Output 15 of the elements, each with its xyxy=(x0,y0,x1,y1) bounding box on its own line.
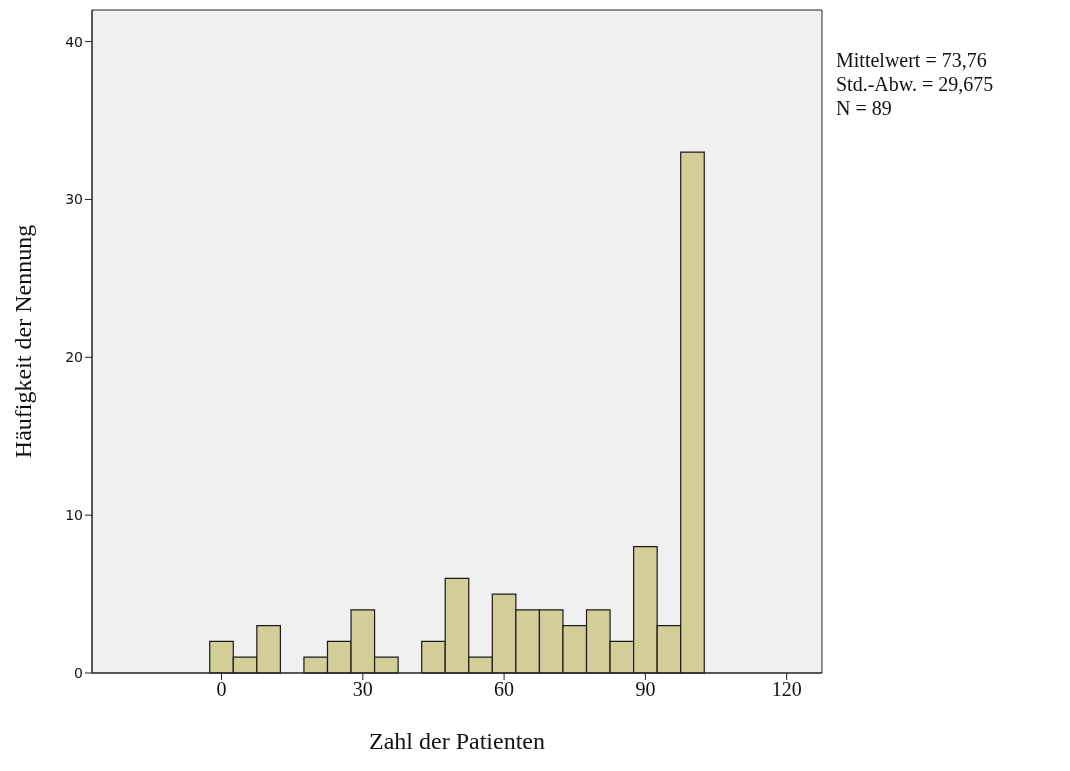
text: Std.-Abw. = 29,675 xyxy=(836,72,994,96)
x-tick-label: 30 xyxy=(352,678,373,701)
text: Mittelwert = 73,76 xyxy=(836,48,988,72)
y-tick-label: 40 xyxy=(65,33,83,50)
y-tick-label: 30 xyxy=(65,191,83,208)
x-tick-label: 0 xyxy=(216,678,227,701)
x-tick-label: 60 xyxy=(494,678,515,701)
x-tick-label: 90 xyxy=(635,678,656,701)
x-axis-title: Zahl der Patienten xyxy=(369,728,545,754)
text: N = 89 xyxy=(836,96,893,120)
y-axis-title: Häufigkeit der Nennung xyxy=(9,224,36,459)
y-tick-label: 0 xyxy=(74,664,83,681)
y-tick-label: 10 xyxy=(65,507,83,524)
y-tick-label: 20 xyxy=(65,349,83,366)
x-tick-label: 120 xyxy=(771,678,802,701)
